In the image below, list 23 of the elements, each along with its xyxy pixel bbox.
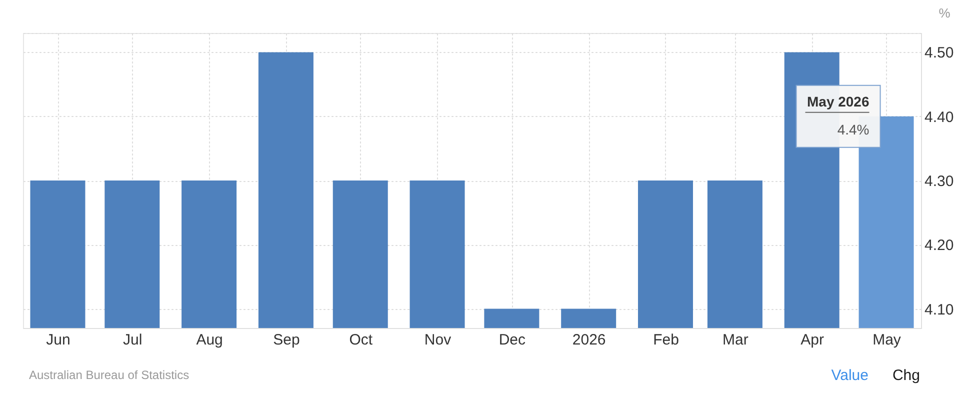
x-tick-label: Jul — [123, 332, 142, 348]
x-tick-label: Oct — [349, 332, 374, 348]
text: Chg — [892, 367, 920, 384]
x-tick-label: Aug — [196, 332, 223, 348]
x-tick-label: Sep — [273, 332, 300, 348]
y-tick-label: 4.50 — [924, 44, 954, 62]
x-tick-label: Nov — [424, 332, 452, 348]
x-tick-label: Mar — [722, 332, 748, 348]
x-tick-label: Jun — [46, 332, 70, 348]
x-tick-label: 2026 — [572, 332, 606, 348]
y-tick-label: 4.40 — [924, 108, 954, 126]
x-tick-label: Dec — [498, 332, 526, 348]
annotation: May 2026 — [806, 93, 870, 110]
text: Value — [831, 367, 868, 384]
x-tick-label: Feb — [653, 332, 679, 348]
text: Australian Bureau of Statistics — [29, 368, 190, 382]
y-axis-title: % — [938, 6, 951, 20]
y-tick-label: 4.30 — [924, 173, 954, 190]
y-tick-label: 4.10 — [924, 301, 954, 318]
annotation: 4.4% — [837, 121, 870, 138]
x-tick-label: Apr — [800, 332, 824, 348]
y-tick-label: 4.20 — [924, 237, 954, 254]
x-tick-label: May — [872, 332, 902, 348]
